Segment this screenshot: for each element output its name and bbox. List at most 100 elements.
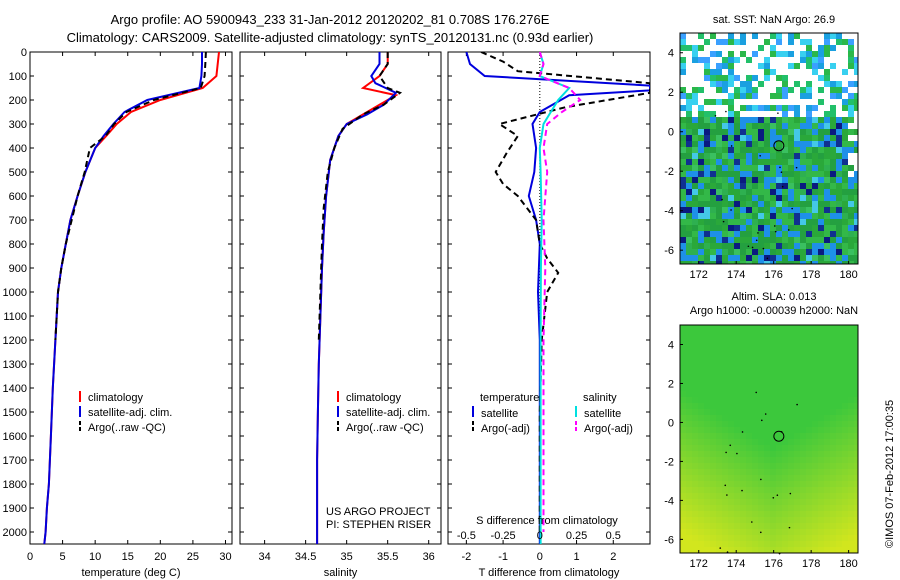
map-cell (698, 159, 704, 165)
map-cell (818, 547, 824, 553)
map-cell (806, 349, 812, 355)
map-cell (710, 529, 716, 535)
map-cell (716, 439, 722, 445)
map-cell (824, 177, 830, 183)
map-cell (752, 135, 758, 141)
map-cell (692, 385, 698, 391)
map-cell (692, 183, 698, 189)
map-cell (722, 177, 728, 183)
map-cell (734, 255, 740, 261)
map-cell (818, 445, 824, 451)
map-cell (698, 325, 704, 331)
map-cell (854, 499, 860, 505)
map-cell (692, 397, 698, 403)
map-cell (698, 493, 704, 499)
map-cell (854, 171, 860, 177)
map-cell (818, 177, 824, 183)
map-cell (818, 165, 824, 171)
map-cell (704, 457, 710, 463)
map-cell (758, 475, 764, 481)
map-cell (758, 129, 764, 135)
map-cell (728, 355, 734, 361)
map-cell (728, 433, 734, 439)
map-cell (854, 385, 860, 391)
map-cell (824, 439, 830, 445)
map-cell (764, 153, 770, 159)
map-cell (824, 433, 830, 439)
map-cell (812, 421, 818, 427)
map-cell (716, 373, 722, 379)
map-cell (854, 547, 860, 553)
map-cell (776, 409, 782, 415)
map-cell (830, 343, 836, 349)
map-cell (740, 189, 746, 195)
map-cell (728, 529, 734, 535)
map-cell (830, 337, 836, 343)
map-cell (710, 433, 716, 439)
map-cell (782, 481, 788, 487)
map-cell (824, 255, 830, 261)
map-cell (854, 403, 860, 409)
map-cell (758, 481, 764, 487)
map-cell (764, 123, 770, 129)
map-cell (740, 517, 746, 523)
map-cell (848, 451, 854, 457)
map-cell (770, 33, 776, 39)
map-cell (734, 529, 740, 535)
map-cell (680, 63, 686, 69)
map-cell (734, 93, 740, 99)
map-cell (836, 213, 842, 219)
map-cell (686, 355, 692, 361)
map-cell (848, 475, 854, 481)
map-cell (710, 517, 716, 523)
map-cell (854, 463, 860, 469)
map-cell (752, 379, 758, 385)
map-cell (728, 325, 734, 331)
map-cell (680, 249, 686, 255)
map-cell (740, 153, 746, 159)
map-cell (722, 117, 728, 123)
map-cell (848, 45, 854, 51)
map-cell (794, 343, 800, 349)
map-cell (836, 349, 842, 355)
map-cell (710, 231, 716, 237)
map-cell (734, 421, 740, 427)
map-cell (716, 481, 722, 487)
map-cell (836, 493, 842, 499)
map-cell (716, 463, 722, 469)
map-cell (722, 415, 728, 421)
map-cell (854, 367, 860, 373)
map-cell (824, 385, 830, 391)
map-cell (776, 201, 782, 207)
map-cell (764, 481, 770, 487)
map-cell (848, 63, 854, 69)
map-cell (782, 129, 788, 135)
map-cell (704, 517, 710, 523)
map-cell (848, 141, 854, 147)
map-cell (740, 337, 746, 343)
y-tick-label: 1400 (3, 383, 27, 395)
x-tick-label: 30 (219, 551, 231, 563)
map-cell (830, 439, 836, 445)
map-cell (848, 499, 854, 505)
y-tick-label: 200 (9, 95, 27, 107)
map-cell (788, 153, 794, 159)
map-cell (746, 219, 752, 225)
map-cell (794, 481, 800, 487)
map-cell (686, 511, 692, 517)
map-cell (686, 541, 692, 547)
map-cell (770, 237, 776, 243)
map-cell (788, 171, 794, 177)
map-cell (710, 493, 716, 499)
map-cell (776, 541, 782, 547)
map-cell (680, 403, 686, 409)
map-cell (686, 343, 692, 349)
map-cell (788, 475, 794, 481)
map-cell (770, 541, 776, 547)
map-cell (704, 39, 710, 45)
map-cell (758, 463, 764, 469)
map-cell (686, 93, 692, 99)
map-cell (806, 165, 812, 171)
map-cell (794, 409, 800, 415)
map-cell (794, 111, 800, 117)
